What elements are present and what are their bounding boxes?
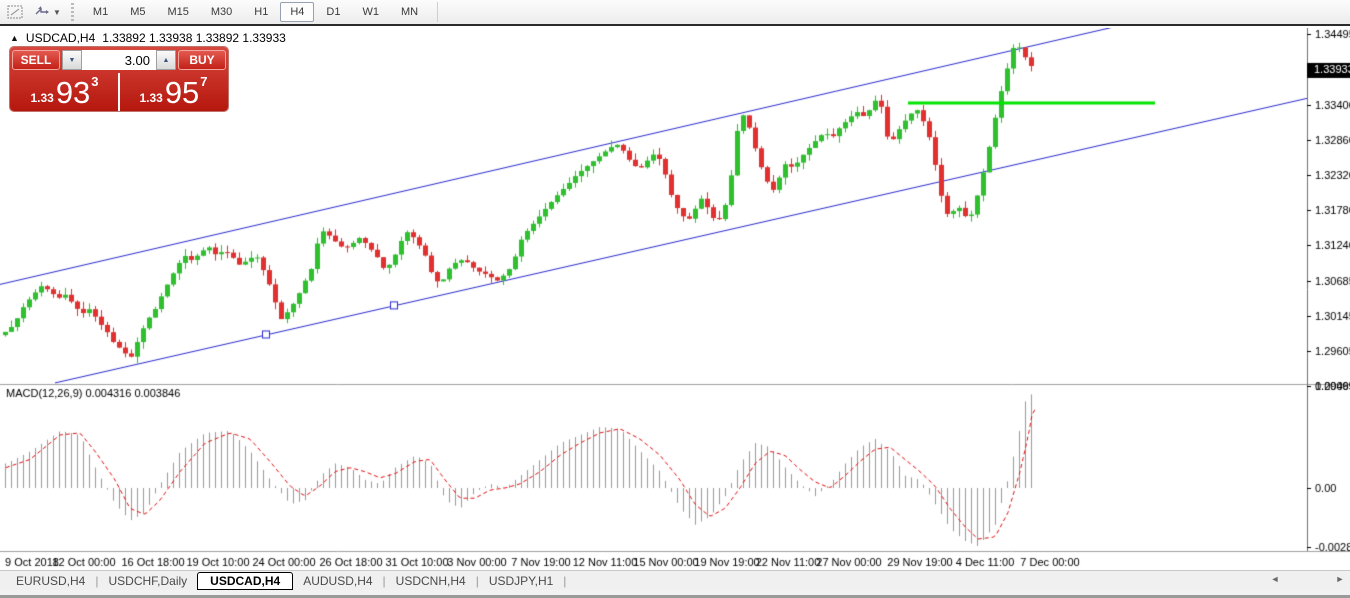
tab-separator: |: [95, 573, 99, 588]
sell-button[interactable]: SELL: [12, 50, 60, 70]
tab-usdcad-h4[interactable]: USDCAD,H4: [197, 571, 294, 590]
dropdown-caret-icon[interactable]: ▼: [53, 7, 61, 17]
chart-tabbar: EURUSD,H4 | USDCHF,Daily USDCAD,H4 AUDUSD,H4…: [0, 570, 1350, 590]
buy-price-big: 95: [164, 75, 200, 110]
timeframe-mn[interactable]: MN: [400, 6, 419, 18]
chart-title: USDCAD,H4: [25, 31, 96, 45]
tab-usdjpy-h1[interactable]: USDJPY,H1: [488, 573, 554, 588]
tab-scroll-right-icon[interactable]: ►: [1335, 574, 1345, 584]
sell-price-pip: 3: [91, 74, 99, 89]
collapse-panel-icon[interactable]: ▲: [10, 33, 19, 43]
sell-price-big: 93: [55, 75, 91, 110]
status-bar: [0, 590, 1350, 598]
tab-separator: |: [475, 573, 479, 588]
arrange-windows-icon[interactable]: [30, 2, 52, 22]
volume-stepper: ▼ ▲: [62, 50, 176, 70]
buy-price-pip: 7: [200, 74, 208, 89]
timeframe-group: M1 M5 M15 M30 H1 H4 D1 W1 MN: [82, 0, 429, 25]
timeframe-h1[interactable]: H1: [254, 6, 269, 18]
tab-usdcnh-h4[interactable]: USDCNH,H4: [395, 573, 466, 588]
sell-price[interactable]: 1.33 93 3: [12, 73, 117, 111]
chart-window-icon[interactable]: [4, 2, 26, 22]
buy-price-prefix: 1.33: [139, 91, 163, 105]
chart-ohlc-values: 1.33892 1.33938 1.33892 1.33933: [102, 31, 286, 45]
price-divider: [118, 73, 120, 111]
timeframe-m1[interactable]: M1: [92, 6, 109, 18]
chart-header: ▲ USDCAD,H4 1.33892 1.33938 1.33892 1.33…: [10, 31, 286, 45]
timeframe-m5[interactable]: M5: [130, 6, 146, 18]
tab-separator: |: [563, 573, 567, 588]
tab-usdchf-daily[interactable]: USDCHF,Daily: [108, 573, 188, 588]
buy-button[interactable]: BUY: [178, 50, 226, 70]
toolbar-separator: [437, 2, 439, 22]
toolbar-grip[interactable]: [70, 3, 74, 21]
tab-separator: |: [382, 573, 386, 588]
sell-price-prefix: 1.33: [30, 91, 54, 105]
one-click-trading-panel: SELL ▼ ▲ BUY 1.33 93 3 1.33 95 7: [10, 47, 228, 111]
timeframe-w1[interactable]: W1: [362, 6, 379, 18]
tab-scroll-left-icon[interactable]: ◄: [1270, 574, 1280, 584]
tab-audusd-h4[interactable]: AUDUSD,H4: [303, 573, 373, 588]
timeframe-m30[interactable]: M30: [210, 6, 233, 18]
chart-canvas[interactable]: [0, 28, 1350, 570]
volume-input[interactable]: [82, 50, 156, 70]
volume-increase-button[interactable]: ▲: [156, 50, 176, 70]
volume-decrease-button[interactable]: ▼: [62, 50, 82, 70]
buy-price[interactable]: 1.33 95 7: [121, 73, 226, 111]
toolbar: ▼ M1 M5 M15 M30 H1 H4 D1 W1 MN: [0, 0, 1350, 26]
tab-eurusd-h4[interactable]: EURUSD,H4: [16, 573, 86, 588]
timeframe-d1[interactable]: D1: [326, 6, 341, 18]
timeframe-h4[interactable]: H4: [280, 2, 315, 22]
timeframe-m15[interactable]: M15: [167, 6, 189, 18]
